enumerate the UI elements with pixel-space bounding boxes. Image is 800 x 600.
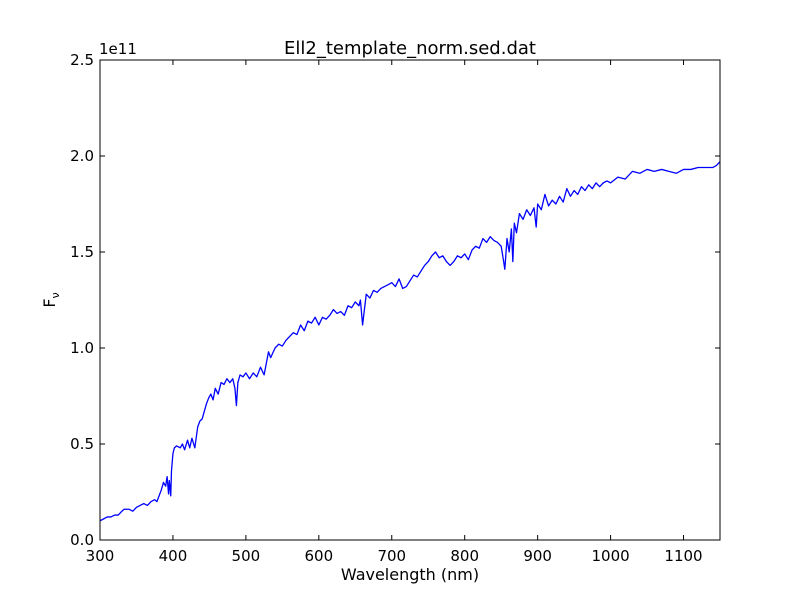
series-line [99, 161, 721, 522]
y-axis-label-group: Fν [40, 292, 62, 307]
chart-title: Ell2_template_norm.sed.dat [284, 38, 536, 59]
plot-frame [99, 59, 721, 541]
x-tick-label: 700 [377, 547, 406, 565]
x-axis-label: Wavelength (nm) [341, 565, 479, 584]
x-tick-label: 900 [523, 547, 552, 565]
y-tick-label: 0.5 [70, 435, 94, 453]
y-axis-label-subscript: ν [49, 292, 62, 298]
tick-labels: 300 400 500 600 700 800 900 1000 1100 0.0 0.5 1.0 1.… [70, 51, 702, 565]
y-tick-label: 2.5 [70, 51, 94, 69]
y-tick-label: 2.0 [70, 147, 94, 165]
x-tick-label: 300 [86, 547, 115, 565]
y-tick-label: 0.0 [70, 531, 94, 549]
tick-marks [99, 59, 720, 541]
x-tick-label: 400 [159, 547, 188, 565]
x-tick-label: 1000 [591, 547, 629, 565]
x-tick-label: 600 [305, 547, 334, 565]
y-tick-label: 1.5 [70, 243, 94, 261]
x-tick-label: 800 [450, 547, 479, 565]
x-tick-label: 500 [232, 547, 261, 565]
y-tick-label: 1.0 [70, 339, 94, 357]
y-axis-label: Fν [40, 292, 62, 307]
y-offset-label: 1e11 [99, 40, 137, 58]
y-axis-label-main: F [40, 298, 59, 307]
x-tick-label: 1100 [664, 547, 702, 565]
